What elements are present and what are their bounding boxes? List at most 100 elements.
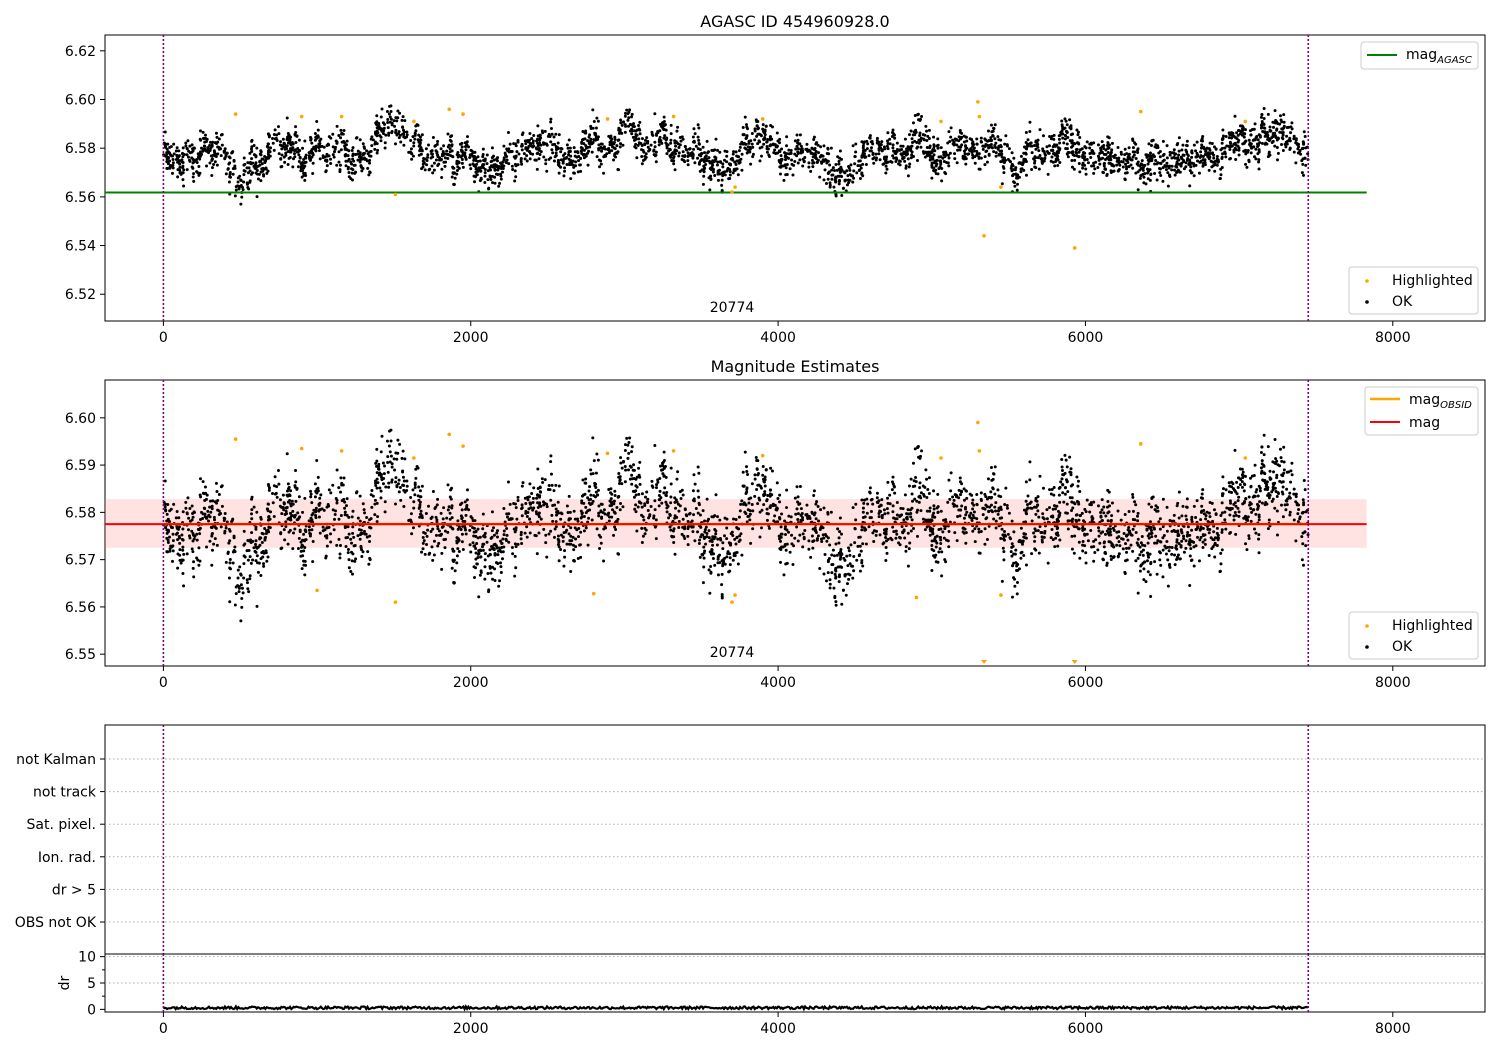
ok-point	[1220, 165, 1224, 169]
ok-point	[1051, 149, 1055, 153]
ok-point	[502, 144, 506, 148]
ok-point	[1221, 128, 1225, 132]
ok-point	[451, 155, 455, 159]
ok-point	[675, 500, 679, 504]
ok-point	[612, 533, 616, 537]
ok-point	[734, 150, 738, 154]
legend-highlighted-marker	[1365, 279, 1369, 283]
ok-point	[1063, 117, 1067, 121]
agasc-bottom-legend: Highlighted OK	[1348, 266, 1479, 315]
ok-point	[1107, 146, 1111, 150]
ok-point	[432, 161, 436, 165]
ok-point	[369, 517, 373, 521]
ok-point	[810, 158, 814, 162]
ok-point	[708, 188, 712, 192]
ok-point	[861, 146, 865, 150]
ok-point	[641, 515, 645, 519]
ok-point	[215, 135, 219, 139]
ok-point	[1258, 135, 1262, 139]
ok-point	[325, 164, 329, 168]
ok-point	[1220, 155, 1224, 159]
ok-point	[474, 165, 478, 169]
ok-point	[607, 511, 611, 515]
ok-point	[653, 444, 657, 448]
ok-point	[618, 482, 622, 486]
ok-point	[924, 124, 928, 128]
ok-point	[426, 153, 430, 157]
ok-point	[390, 478, 394, 482]
ok-point	[215, 163, 219, 167]
ok-point	[524, 501, 528, 505]
ok-point	[886, 160, 890, 164]
ok-point	[256, 570, 260, 574]
ok-point	[1177, 158, 1181, 162]
ok-point	[227, 541, 231, 545]
ok-point	[536, 520, 540, 524]
ok-point	[680, 135, 684, 139]
ok-point	[958, 148, 962, 152]
ok-point	[977, 152, 981, 156]
ok-point	[186, 155, 190, 159]
ok-point	[535, 552, 539, 556]
ok-point	[838, 149, 842, 153]
ok-point	[837, 182, 841, 186]
ok-point	[178, 168, 182, 172]
ok-point	[260, 541, 264, 545]
ok-point	[709, 177, 713, 181]
ok-point	[316, 489, 320, 493]
ok-point	[385, 439, 389, 443]
ok-point	[280, 512, 284, 516]
ok-point	[557, 171, 561, 175]
ok-point	[723, 173, 727, 177]
ok-point	[1299, 152, 1303, 156]
ok-point	[885, 167, 889, 171]
ok-point	[913, 113, 917, 117]
ok-point	[211, 499, 215, 503]
ok-point	[567, 532, 571, 536]
ok-point	[409, 495, 413, 499]
ok-point	[370, 144, 374, 148]
ok-point	[770, 125, 774, 129]
ok-point	[510, 164, 514, 168]
ok-point	[685, 514, 689, 518]
ok-point	[748, 150, 752, 154]
ok-point	[785, 152, 789, 156]
ok-point	[728, 170, 732, 174]
ok-point	[242, 180, 246, 184]
ok-point	[731, 152, 735, 156]
ok-point	[574, 160, 578, 164]
ok-point	[594, 133, 598, 137]
ok-point	[346, 525, 350, 529]
ok-point	[1127, 146, 1131, 150]
ok-point	[472, 180, 476, 184]
ok-point	[557, 559, 561, 563]
ok-point	[376, 481, 380, 485]
ok-point	[520, 162, 524, 166]
ok-point	[1109, 150, 1113, 154]
ok-point	[228, 529, 232, 533]
ok-point	[505, 158, 509, 162]
ok-point	[262, 562, 266, 566]
ok-point	[478, 573, 482, 577]
ok-point	[630, 445, 634, 449]
ok-point	[503, 520, 507, 524]
ok-point	[1254, 147, 1258, 151]
ok-point	[1088, 146, 1092, 150]
ok-point	[1168, 164, 1172, 168]
ok-point	[420, 484, 424, 488]
ok-point	[240, 195, 244, 199]
ok-point	[249, 538, 253, 542]
ok-point	[178, 536, 182, 540]
ok-point	[271, 141, 275, 145]
ok-point	[919, 139, 923, 143]
ok-point	[765, 145, 769, 149]
ok-point	[1081, 161, 1085, 165]
ok-point	[528, 157, 532, 161]
ok-point	[848, 178, 852, 182]
ok-point	[398, 111, 402, 115]
ok-point	[289, 518, 293, 522]
ok-point	[548, 134, 552, 138]
ok-point	[1143, 163, 1147, 167]
ok-point	[1234, 148, 1238, 152]
ok-point	[626, 118, 630, 122]
